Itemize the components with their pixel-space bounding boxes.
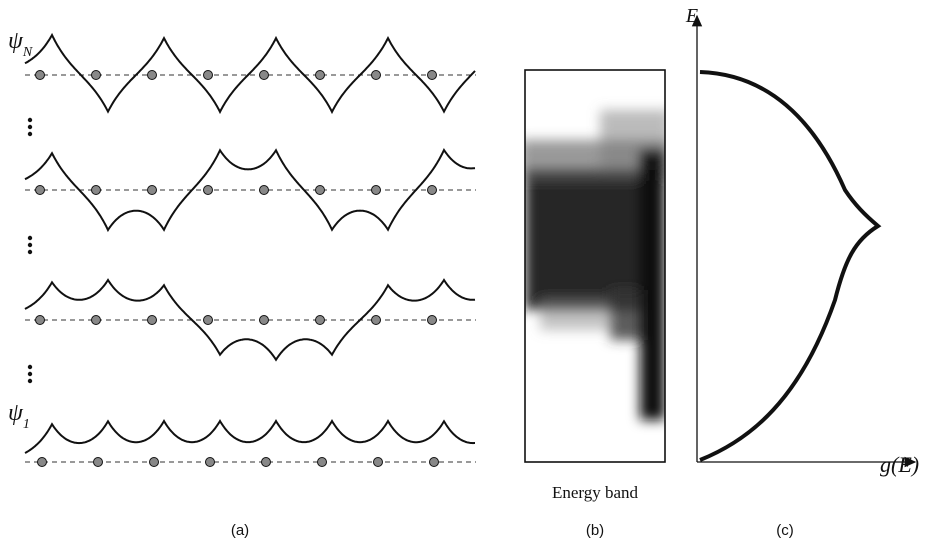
wavefunction — [24, 147, 476, 233]
atom — [203, 185, 213, 195]
wavefunction — [24, 32, 476, 115]
atom — [427, 315, 437, 325]
dos-axes — [691, 14, 917, 468]
atom — [35, 185, 45, 195]
atom — [427, 70, 437, 80]
atom — [261, 457, 271, 467]
atom — [91, 185, 101, 195]
atom — [149, 457, 159, 467]
atom — [315, 315, 325, 325]
atom — [427, 185, 437, 195]
dos-curve — [699, 70, 882, 462]
x-axis-label: g(E) — [880, 452, 919, 477]
atom — [147, 70, 157, 80]
atom — [429, 457, 439, 467]
atom — [371, 315, 381, 325]
band-label: Energy band — [552, 483, 639, 502]
atom — [259, 185, 269, 195]
atom — [91, 70, 101, 80]
energy-band — [524, 69, 666, 463]
atom — [91, 315, 101, 325]
panel-label: (a) — [231, 522, 249, 539]
psi-1-label: ψ1 — [8, 400, 30, 432]
wavefunction-panel — [24, 32, 476, 467]
atom — [203, 315, 213, 325]
wavefunction — [24, 278, 476, 362]
atom — [205, 457, 215, 467]
row-dots — [27, 117, 33, 384]
atom — [147, 315, 157, 325]
atom — [259, 315, 269, 325]
atom — [315, 70, 325, 80]
atom — [35, 70, 45, 80]
atom — [371, 70, 381, 80]
atom — [371, 185, 381, 195]
y-axis-label: E — [685, 5, 698, 27]
atom — [147, 185, 157, 195]
atom — [93, 457, 103, 467]
atom — [373, 457, 383, 467]
atom — [37, 457, 47, 467]
psi-n-label: ψN — [8, 28, 33, 60]
atom — [315, 185, 325, 195]
panel-label: (b) — [586, 522, 604, 539]
atom — [203, 70, 213, 80]
atom — [35, 315, 45, 325]
panel-label: (c) — [776, 522, 794, 539]
atom — [259, 70, 269, 80]
wavefunction — [24, 419, 475, 454]
atom — [317, 457, 327, 467]
